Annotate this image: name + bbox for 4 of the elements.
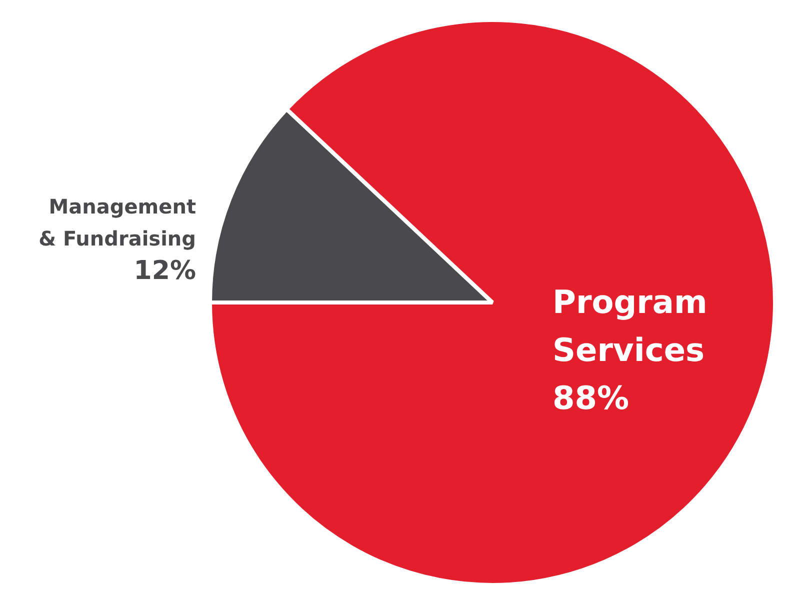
slice-label: Management & Fundraising — [38, 194, 196, 250]
data-label: 12% — [134, 256, 196, 286]
slice-label: Program Services — [552, 282, 708, 369]
data-label: 88% — [552, 378, 630, 417]
